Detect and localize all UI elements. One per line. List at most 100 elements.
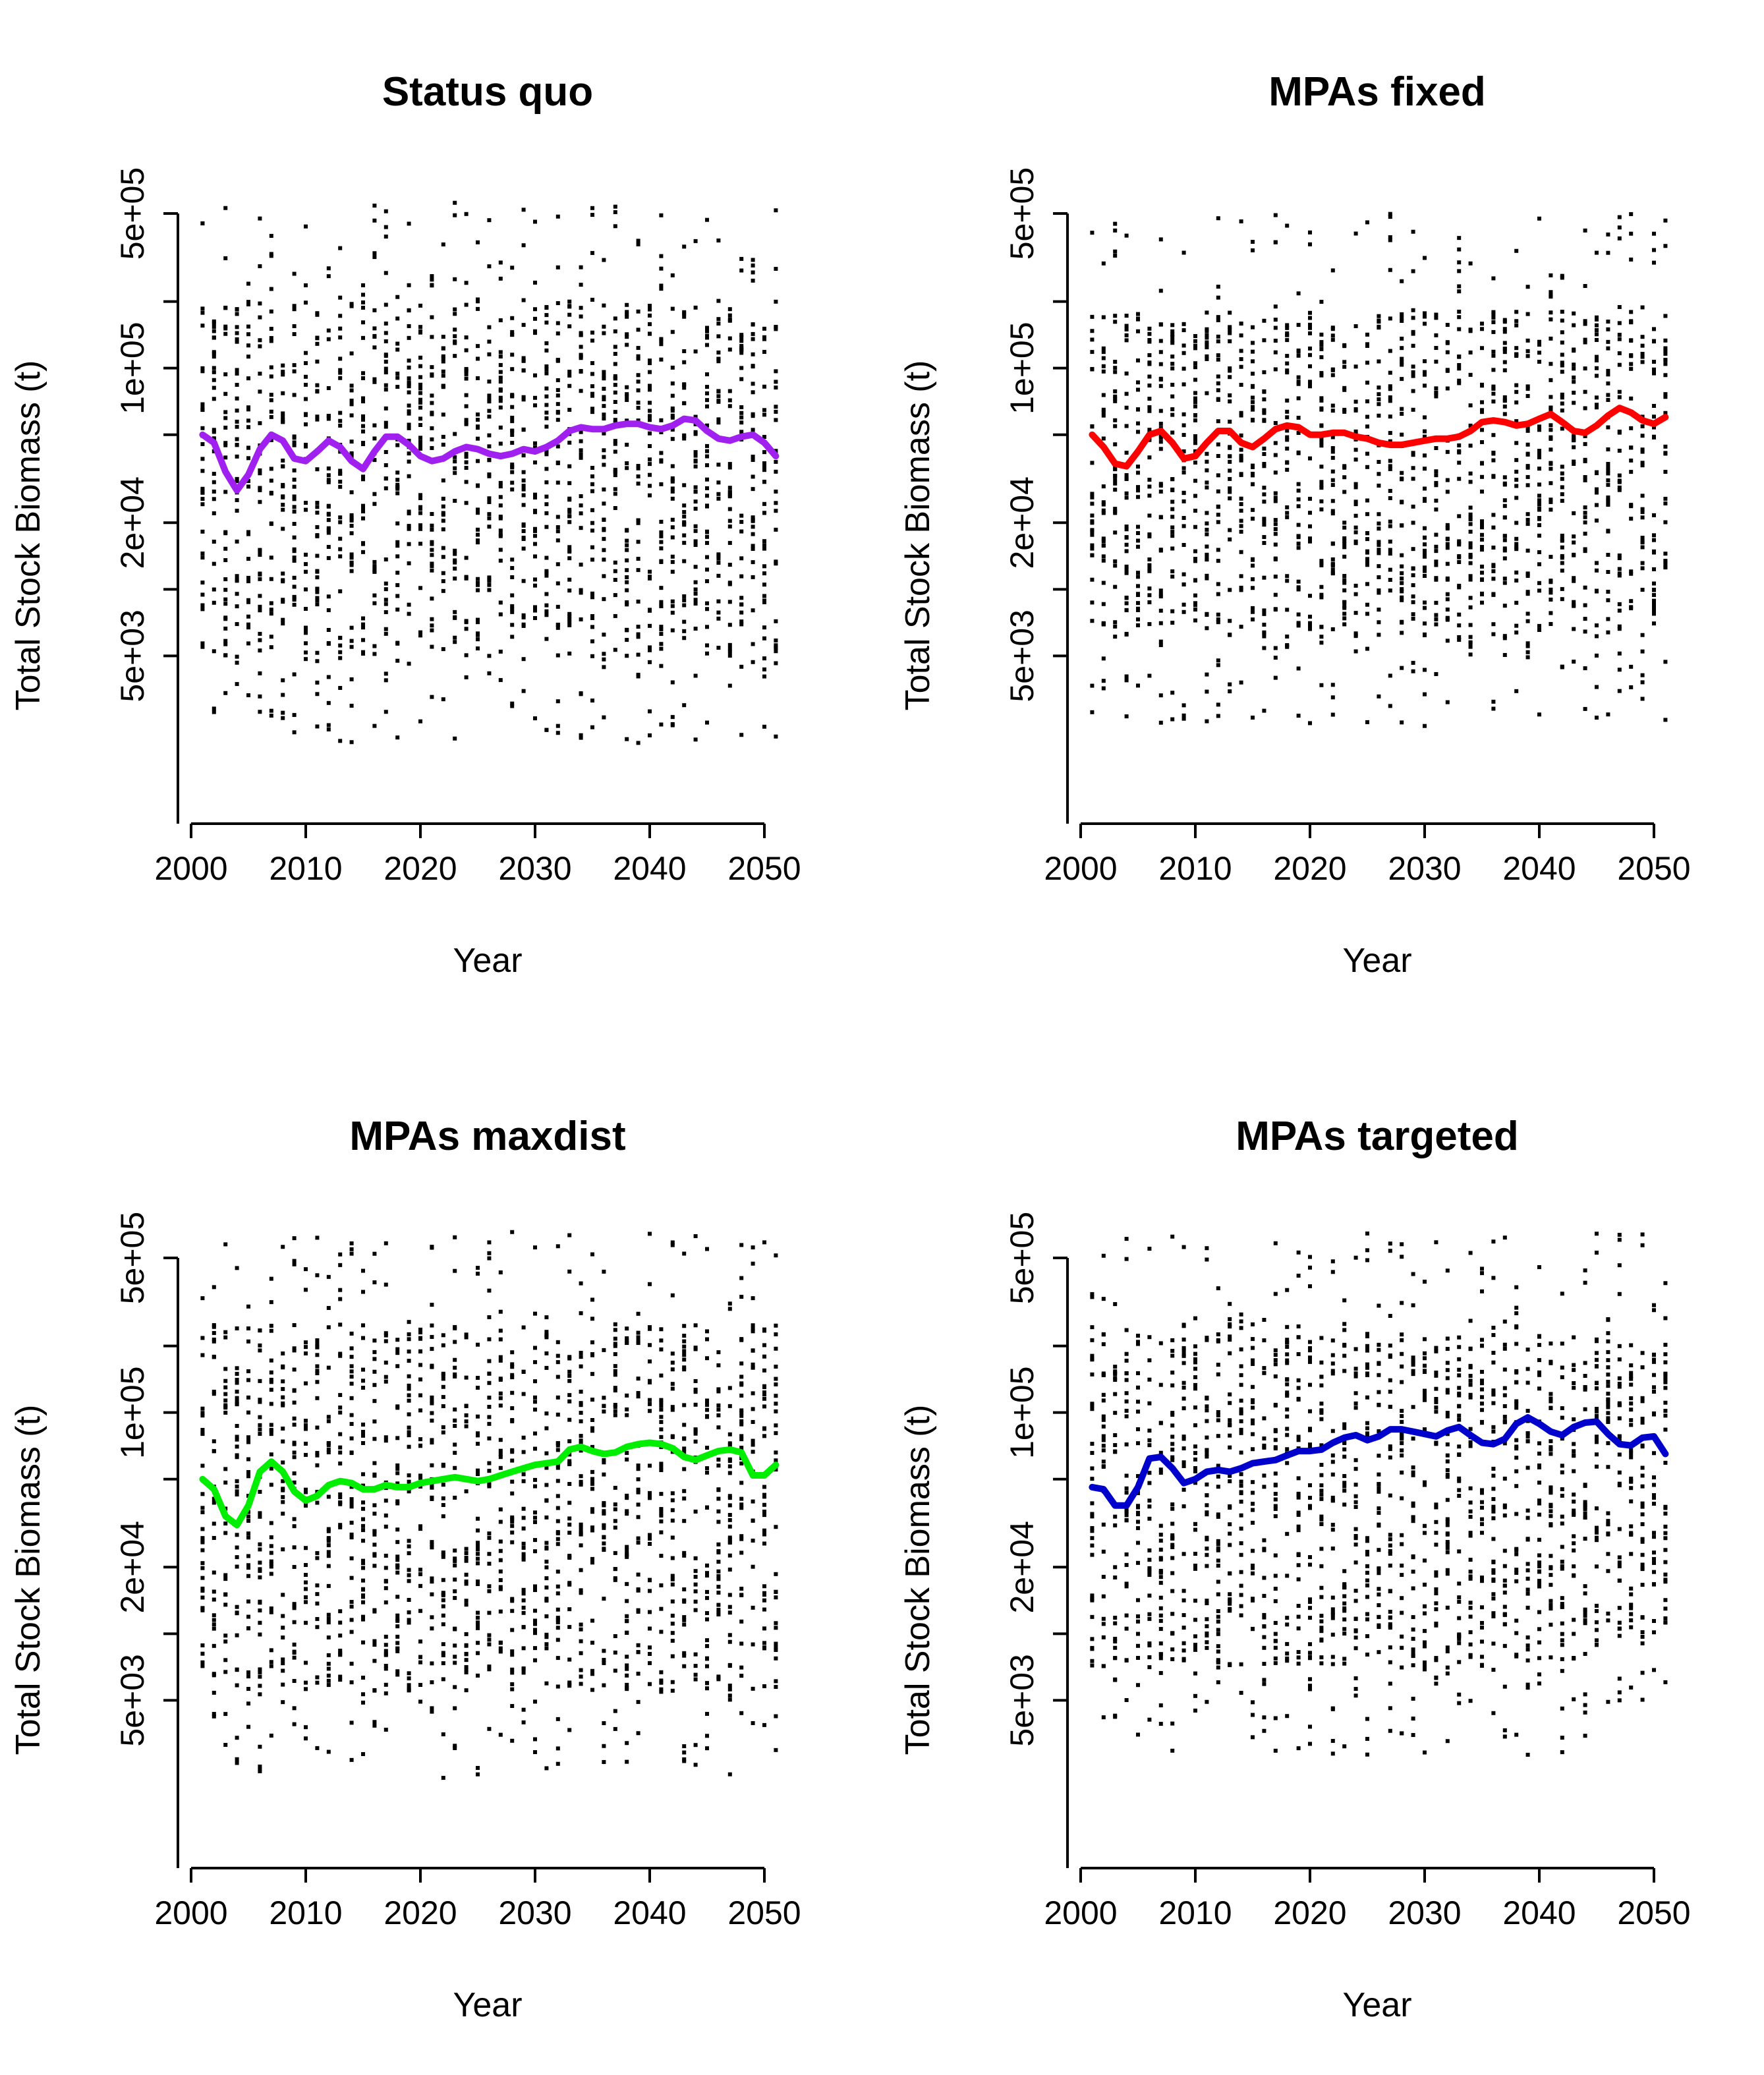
scatter-point [1308,310,1312,315]
scatter-point [1147,557,1152,561]
scatter-point [533,716,537,721]
scatter-point [774,459,778,464]
scatter-point [762,350,766,355]
scatter-point [453,334,457,339]
scatter-point [544,424,549,429]
scatter-point [361,1429,365,1434]
scatter-point [544,525,549,529]
scatter-point [292,602,297,607]
scatter-point [716,463,721,467]
scatter-point [1537,482,1541,487]
scatter-point [1181,433,1186,438]
scatter-point [727,519,732,523]
scatter-point [1308,322,1312,327]
scatter-point [1537,516,1541,521]
scatter-point [659,632,664,637]
scatter-point [498,1649,503,1654]
scatter-point [1124,233,1129,238]
scatter-point [693,1599,698,1604]
scatter-point [670,1407,675,1412]
scatter-point [269,1610,273,1614]
scatter-point [1514,545,1519,550]
panel-title: MPAs fixed [1268,69,1486,115]
scatter-point [670,1491,675,1496]
scatter-point [1457,541,1462,546]
scatter-point [648,1535,652,1539]
scatter-point [315,501,320,505]
scatter-point [235,1683,239,1688]
scatter-point [223,1379,228,1383]
scatter-point [326,675,331,679]
scatter-point [372,1350,377,1354]
scatter-point [1228,454,1232,459]
scatter-point [235,437,239,441]
scatter-point [418,542,422,546]
scatter-point [1296,523,1301,527]
scatter-point [636,346,640,351]
scatter-point [453,1744,457,1748]
scatter-point [555,1448,560,1452]
scatter-point [464,1335,469,1340]
scatter-point [693,1234,698,1238]
scatter-point [315,1342,320,1346]
scatter-point [648,414,652,418]
scatter-point [705,1466,709,1471]
scatter-point [235,682,239,687]
scatter-point [372,652,377,656]
scatter-point [762,1684,766,1688]
scatter-point [395,1618,400,1623]
scatter-point [682,1467,687,1471]
scatter-point [304,1288,308,1292]
scatter-point [498,1520,503,1524]
scatter-point [395,347,400,352]
scatter-point [361,1386,365,1390]
scatter-point [1285,644,1290,649]
scatter-point [682,1324,687,1328]
scatter-point [751,1326,755,1331]
scatter-point [1480,382,1484,387]
scatter-point [1181,470,1186,475]
scatter-point [1377,694,1381,698]
scatter-point [659,519,664,524]
scatter-point [521,1591,526,1596]
scatter-point [774,490,778,494]
scatter-point [602,1472,606,1477]
scatter-point [533,219,537,224]
scatter-point [212,385,216,390]
scatter-point [1170,488,1175,492]
scatter-point [648,1343,652,1348]
scatter-point [1572,362,1576,367]
scatter-point [693,485,698,490]
scatter-point [625,1407,629,1411]
scatter-point [315,1338,320,1342]
scatter-point [292,434,297,439]
scatter-point [670,1535,675,1540]
scatter-point [555,378,560,382]
scatter-point [774,1748,778,1752]
scatter-point [613,1373,617,1377]
scatter-point [1572,366,1576,371]
scatter-point [281,414,285,419]
scatter-point [682,1744,687,1749]
scatter-point [407,1374,411,1379]
scatter-point [1239,496,1243,501]
scatter-point [1273,350,1278,355]
scatter-point [487,1535,492,1540]
scatter-point [1205,527,1209,532]
scatter-point [1262,338,1266,343]
scatter-point [510,1649,515,1654]
scatter-point [292,595,297,600]
scatter-point [567,1459,572,1464]
scatter-point [1549,497,1553,502]
scatter-point [476,527,480,532]
scatter-point [498,1585,503,1589]
scatter-point [1262,499,1266,504]
y-tick-label: 5e+05 [1004,1212,1040,1304]
scatter-point [1480,400,1484,405]
scatter-point [659,1492,664,1496]
scatter-point [1572,434,1576,438]
scatter-point [1285,579,1290,583]
scatter-point [659,458,664,463]
scatter-point [441,1613,445,1618]
scatter-point [223,588,228,592]
